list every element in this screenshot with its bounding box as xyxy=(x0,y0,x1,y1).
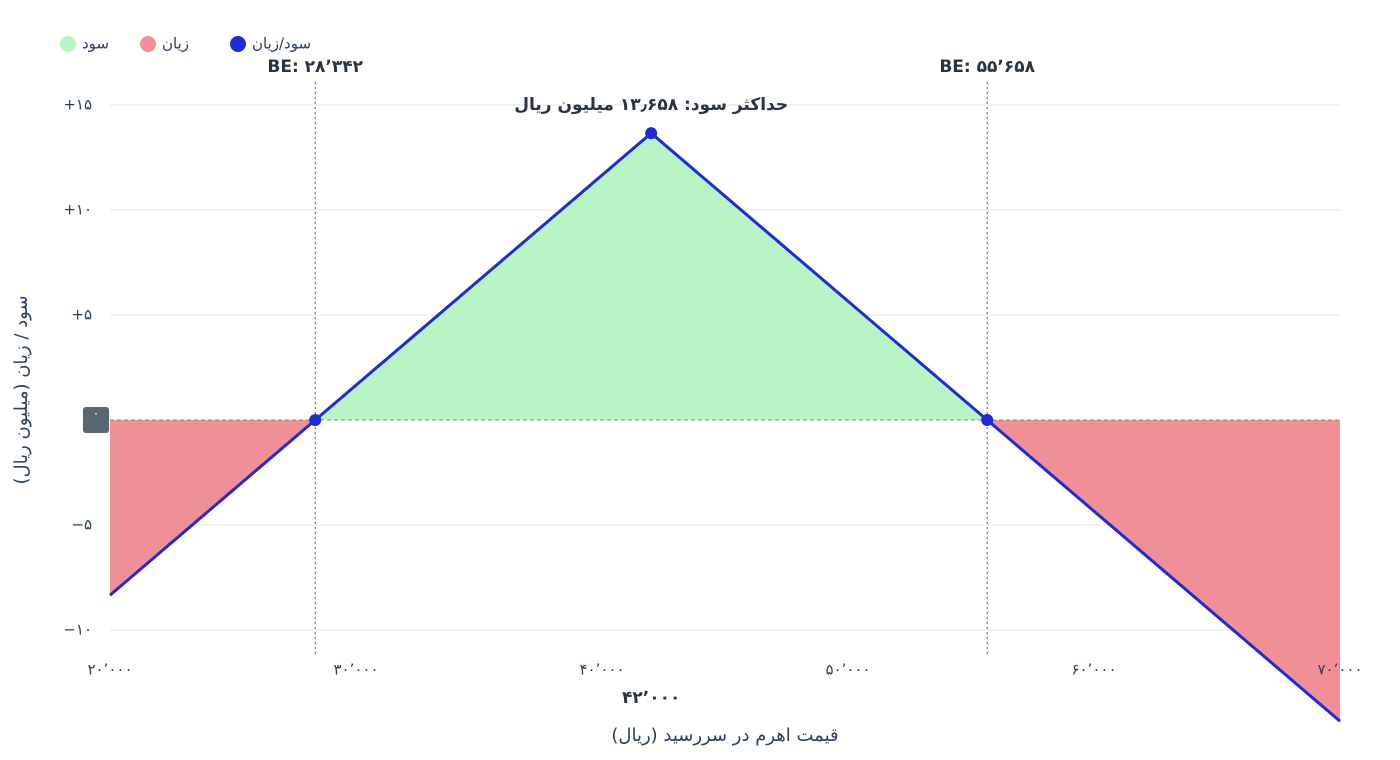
x-tick-label: ۴۰٬۰۰۰ xyxy=(579,661,624,679)
x-tick-label: ۳۰٬۰۰۰ xyxy=(333,661,378,679)
x-tick-label: ۷۰٬۰۰۰ xyxy=(1317,661,1362,679)
areas xyxy=(110,133,1340,722)
y-tick-label: −۱۰ xyxy=(63,621,92,639)
legend-label: سود xyxy=(82,35,109,53)
x-axis-title: قیمت اهرم در سررسید (ریال) xyxy=(611,725,838,746)
legend-swatch xyxy=(230,36,246,52)
y-tick-label: −۵ xyxy=(71,516,92,534)
x-tick-label: ۲۰٬۰۰۰ xyxy=(87,661,132,679)
pl-marker xyxy=(309,414,322,426)
pl-marker xyxy=(981,414,994,426)
break-even-label: BE: ۵۵٬۶۵۸ xyxy=(939,57,1035,77)
y-tick-label: +۵ xyxy=(71,306,92,324)
break-even-label: BE: ۲۸٬۳۴۲ xyxy=(267,57,363,77)
legend-swatch xyxy=(60,36,76,52)
zero-tick-box xyxy=(83,407,109,433)
y-tick-label: +۱۰ xyxy=(63,201,92,219)
peak-annotation: حداکثر سود: ۱۳٫۶۵۸ میلیون ریال xyxy=(514,95,788,115)
pl-marker xyxy=(645,127,658,140)
legend-swatch xyxy=(140,36,156,52)
x-tick-label: ۶۰٬۰۰۰ xyxy=(1071,661,1116,679)
legend-label: سود/زیان xyxy=(252,35,311,53)
y-tick-label: ۰ xyxy=(93,407,100,422)
y-tick-label: +۱۵ xyxy=(63,96,92,114)
legend-label: زیان xyxy=(162,35,189,53)
y-axis-title: سود / زیان (میلیون ریال) xyxy=(11,295,32,484)
x-tick-label: ۵۰٬۰۰۰ xyxy=(825,661,870,679)
x-highlight-label: ۴۲٬۰۰۰ xyxy=(622,688,680,708)
